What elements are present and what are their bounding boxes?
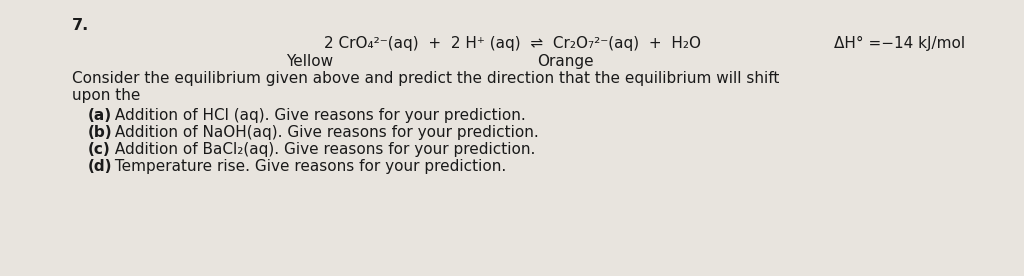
Text: Yellow: Yellow (287, 54, 334, 69)
Text: Addition of HCl (aq). Give reasons for your prediction.: Addition of HCl (aq). Give reasons for y… (110, 108, 525, 123)
Text: (d): (d) (88, 159, 113, 174)
Text: Consider the equilibrium given above and predict the direction that the equilibr: Consider the equilibrium given above and… (72, 71, 779, 86)
Text: upon the: upon the (72, 88, 140, 103)
Text: Addition of BaCl₂(aq). Give reasons for your prediction.: Addition of BaCl₂(aq). Give reasons for … (110, 142, 536, 157)
Text: 2 CrO₄²⁻(aq)  +  2 H⁺ (aq)  ⇌  Cr₂O₇²⁻(aq)  +  H₂O: 2 CrO₄²⁻(aq) + 2 H⁺ (aq) ⇌ Cr₂O₇²⁻(aq) +… (324, 36, 700, 51)
Text: (a): (a) (88, 108, 112, 123)
Text: Temperature rise. Give reasons for your prediction.: Temperature rise. Give reasons for your … (110, 159, 506, 174)
Text: (c): (c) (88, 142, 111, 157)
Text: ΔH° =−14 kJ/mol: ΔH° =−14 kJ/mol (835, 36, 966, 51)
Text: Orange: Orange (537, 54, 593, 69)
Text: 7.: 7. (72, 18, 89, 33)
Text: (b): (b) (88, 125, 113, 140)
Text: Addition of NaOH(aq). Give reasons for your prediction.: Addition of NaOH(aq). Give reasons for y… (110, 125, 539, 140)
